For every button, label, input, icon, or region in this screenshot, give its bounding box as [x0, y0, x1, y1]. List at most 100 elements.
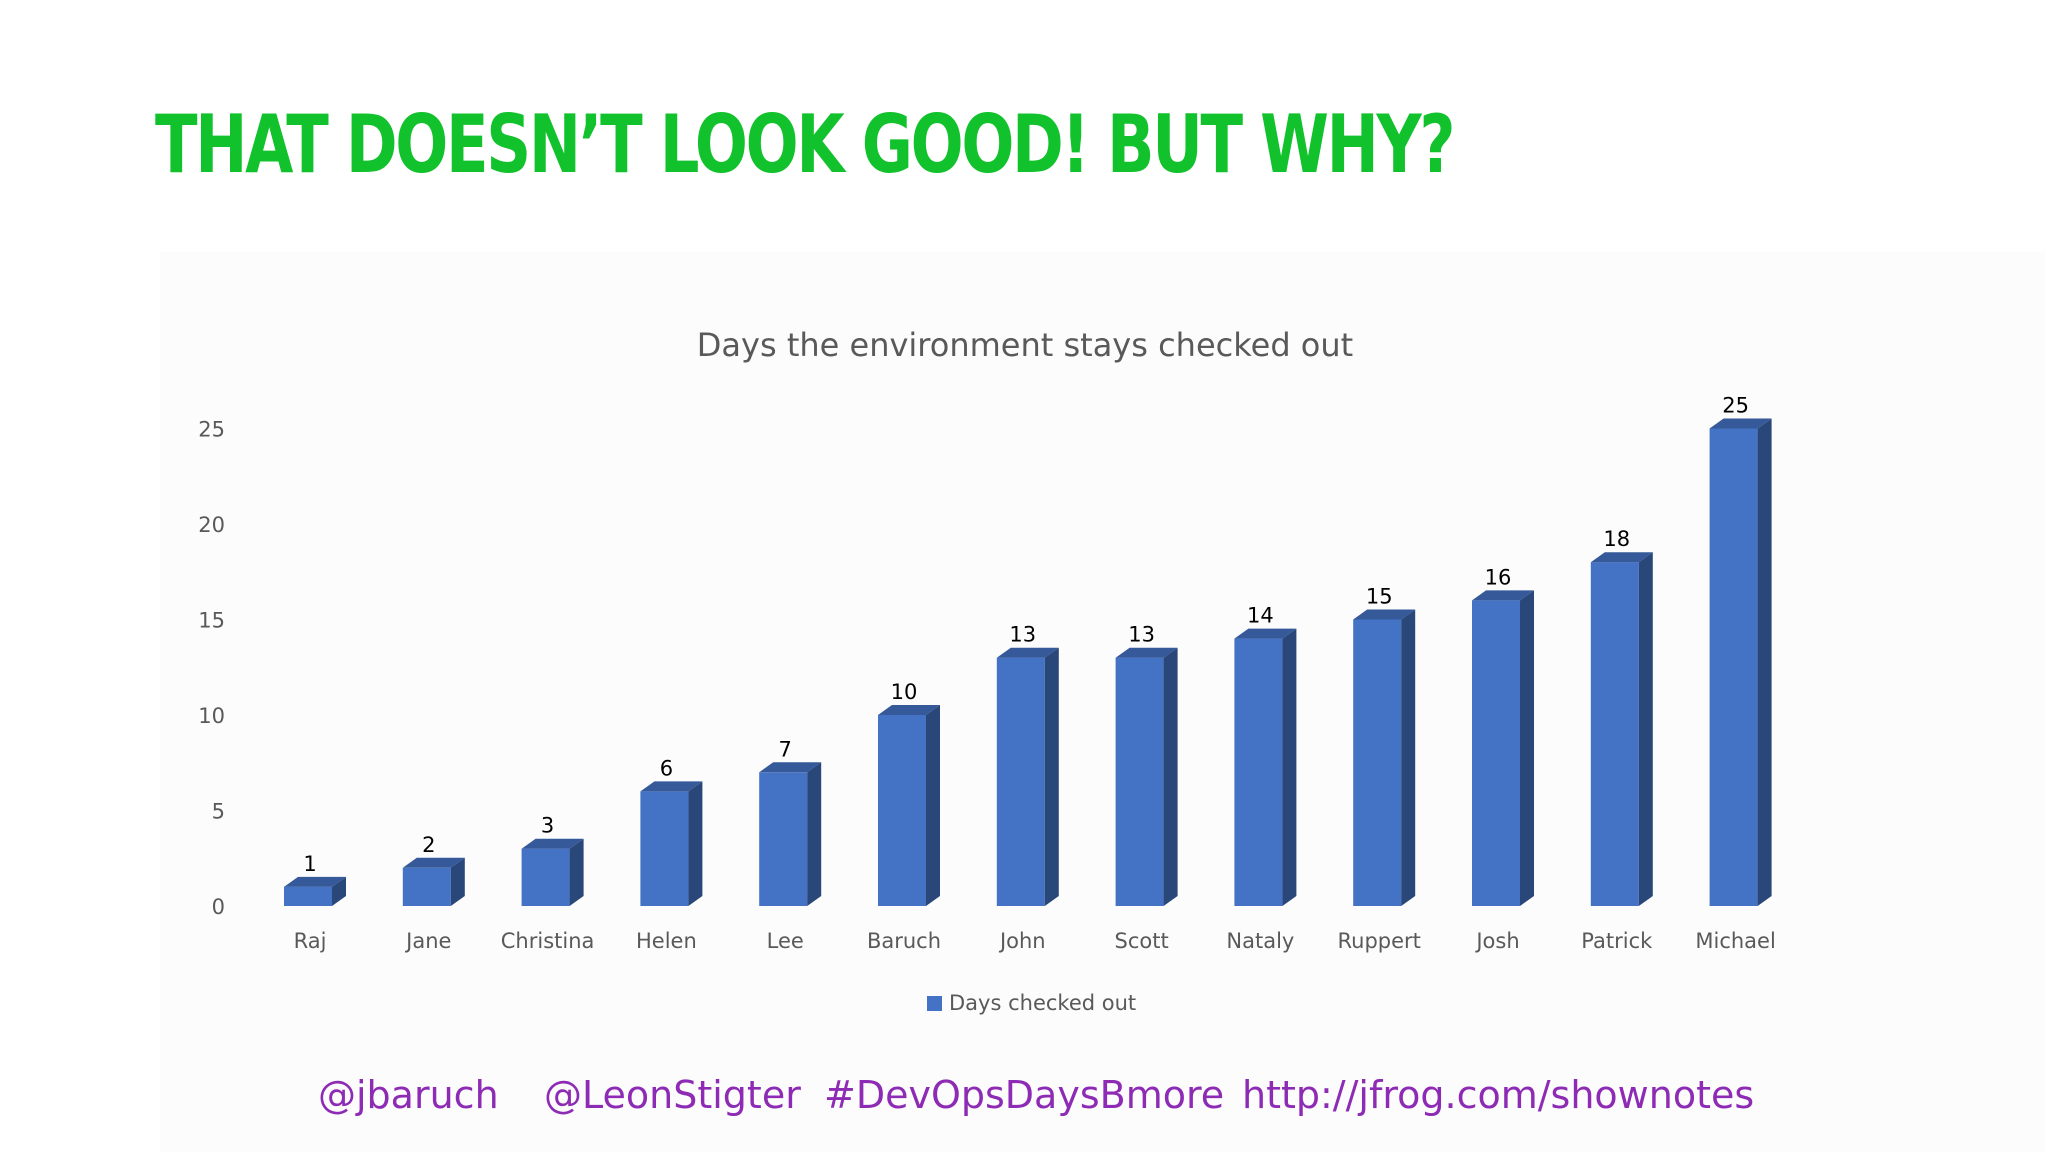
y-tick-label: 20: [198, 513, 225, 537]
x-tick-label: Patrick: [1581, 929, 1653, 953]
bar-top: [1115, 647, 1178, 658]
x-tick-label: Michael: [1695, 929, 1775, 953]
bar-side: [1163, 647, 1178, 906]
x-tick-label: Scott: [1114, 929, 1168, 953]
bar-front: [759, 772, 808, 906]
bar-side: [1282, 628, 1297, 906]
legend: Days checked out: [927, 991, 1136, 1015]
x-tick-label: John: [998, 929, 1046, 953]
data-label: 15: [1366, 585, 1393, 609]
y-axis: 0 5 10 15 20 25: [198, 418, 225, 920]
footer-hashtag[interactable]: #DevOpsDaysBmore: [824, 1073, 1225, 1117]
bar-top: [1234, 628, 1297, 639]
bar-front: [402, 867, 451, 906]
bar: [996, 647, 1059, 906]
x-tick-label: Baruch: [867, 929, 941, 953]
x-tick-label: Helen: [636, 929, 697, 953]
bar-top: [1472, 590, 1534, 601]
bar-side: [1401, 609, 1416, 906]
bar-top: [996, 647, 1059, 658]
y-tick-label: 10: [198, 704, 225, 728]
legend-label: Days checked out: [949, 991, 1136, 1015]
bar-top: [640, 781, 703, 792]
data-label: 18: [1603, 527, 1630, 551]
bar: [521, 838, 584, 906]
bar: [284, 876, 346, 906]
x-tick-label: Christina: [501, 929, 595, 953]
bar: [1709, 418, 1772, 906]
y-tick-label: 0: [212, 895, 225, 919]
data-label: 6: [660, 756, 673, 780]
bar: [878, 705, 940, 906]
data-label: 14: [1247, 604, 1274, 628]
bar-side: [569, 838, 584, 906]
legend-swatch: [927, 996, 942, 1011]
footer: @jbaruch @LeonStigter #DevOpsDaysBmore h…: [0, 1070, 2048, 1120]
bar-top: [878, 705, 940, 715]
bar-top: [1709, 418, 1772, 429]
chart-title: Days the environment stays checked out: [697, 326, 1353, 364]
y-tick-label: 25: [198, 418, 225, 442]
bar-side: [450, 857, 465, 906]
bar-side: [332, 876, 346, 906]
slide-title: THAT DOESN’T LOOK GOOD! BUT WHY?: [155, 98, 1456, 191]
bar-side: [1757, 418, 1772, 906]
y-tick-label: 15: [198, 609, 225, 633]
bar-top: [1353, 609, 1416, 620]
data-label: 13: [1128, 623, 1155, 647]
bar-side: [1638, 552, 1653, 906]
footer-handle-leonstigter[interactable]: @LeonStigter: [544, 1073, 801, 1117]
bar: [1234, 628, 1297, 906]
bar-front: [1115, 657, 1164, 906]
data-label: 2: [422, 833, 435, 857]
bar: [640, 781, 703, 906]
bar-front: [640, 791, 689, 906]
bar-side: [688, 781, 703, 906]
footer-shownotes-link[interactable]: http://jfrog.com/shownotes: [1242, 1073, 1755, 1117]
data-label: 1: [303, 852, 316, 876]
bar-front: [284, 886, 332, 906]
bar-front: [996, 657, 1045, 906]
bar-front: [1234, 638, 1283, 906]
data-label: 7: [779, 737, 792, 761]
bar: [402, 857, 465, 906]
bar-top: [759, 762, 822, 773]
bar: [1472, 590, 1534, 906]
bar-top: [521, 838, 584, 849]
data-label: 13: [1009, 623, 1036, 647]
bar-front: [1590, 562, 1639, 906]
bar-front: [1709, 428, 1758, 906]
y-tick-label: 5: [212, 800, 225, 824]
x-tick-label: Lee: [767, 929, 804, 953]
bar-side: [1520, 590, 1534, 906]
data-label: 3: [541, 814, 554, 838]
bar-front: [878, 715, 926, 906]
chart-area: Days the environment stays checked out 0…: [160, 252, 2045, 1152]
bars: 1 2 3 6 7 10 13 13 14 15 16 18 25: [284, 394, 1772, 906]
x-tick-label: Jane: [404, 929, 451, 953]
bar-side: [807, 762, 822, 906]
data-label: 10: [891, 680, 918, 704]
bar-chart: Days the environment stays checked out 0…: [198, 326, 1776, 1015]
bar-top: [402, 857, 465, 868]
bar-front: [1472, 600, 1520, 906]
footer-handle-jbaruch[interactable]: @jbaruch: [318, 1073, 499, 1117]
x-tick-label: Josh: [1474, 929, 1519, 953]
bar-side: [926, 705, 940, 906]
bar: [1353, 609, 1416, 906]
bar: [759, 762, 822, 906]
bar-top: [1590, 552, 1653, 563]
bar-top: [284, 876, 346, 887]
x-tick-label: Ruppert: [1337, 929, 1420, 953]
bar-front: [521, 848, 570, 906]
data-label: 16: [1485, 565, 1512, 589]
x-tick-label: Nataly: [1226, 929, 1294, 953]
data-label: 25: [1722, 394, 1749, 418]
x-tick-label: Raj: [294, 929, 327, 953]
bar: [1115, 647, 1178, 906]
bar-front: [1353, 619, 1402, 906]
bar: [1590, 552, 1653, 906]
x-axis: Raj Jane Christina Helen Lee Baruch John Scott N…: [294, 929, 1776, 953]
bar-side: [1044, 647, 1059, 906]
